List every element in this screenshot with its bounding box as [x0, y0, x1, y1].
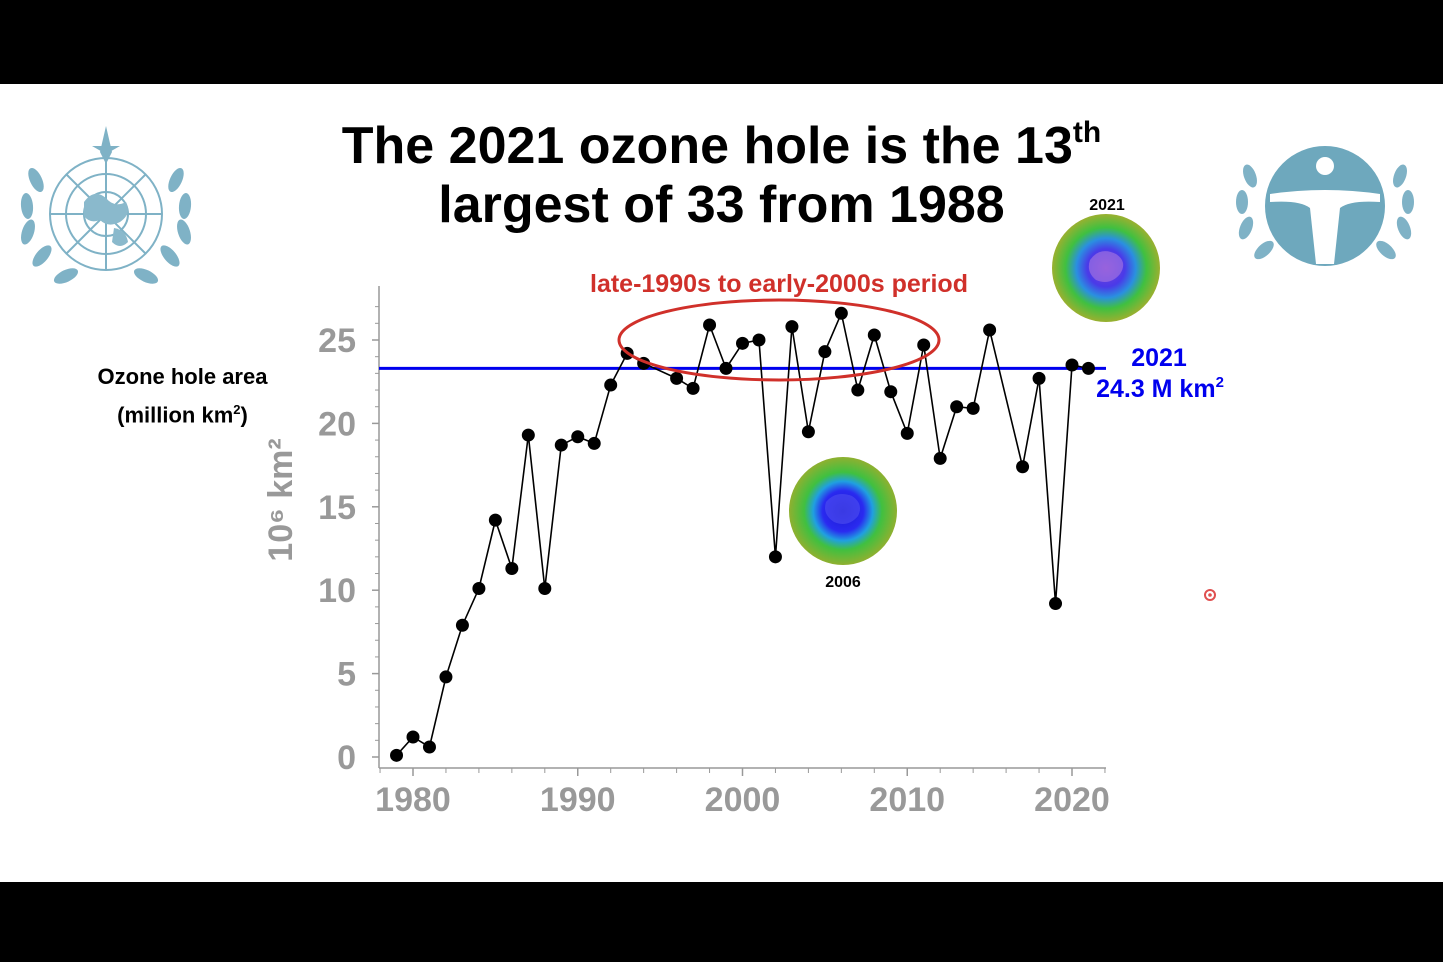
data-point-1987	[521, 428, 535, 442]
data-point-1996	[670, 371, 684, 385]
data-point-1981	[422, 740, 436, 754]
data-point-2018	[1032, 371, 1046, 385]
data-point-1979	[390, 748, 404, 762]
current-value-label: 24.3 M km2	[1096, 374, 1224, 403]
pointer-dot-center	[1208, 593, 1212, 597]
y-tick-label-20: 20	[318, 405, 356, 443]
period-ellipse	[617, 298, 941, 382]
ozone-chart: 0 5 10 15 20 25 1980 1990 2000 2010 2020 10⁶ km² la…	[262, 197, 1224, 819]
data-point-1988	[538, 582, 552, 596]
data-point-2005	[818, 345, 832, 359]
letterbox-bottom	[0, 882, 1443, 962]
data-point-1989	[554, 438, 568, 452]
title-line-1: The 2021 ozone hole is the 13th	[341, 116, 1102, 175]
data-point-2006	[834, 306, 848, 320]
data-point-2019	[1049, 597, 1063, 611]
antarctica-shape-2021	[1088, 251, 1124, 282]
data-point-2015	[983, 323, 997, 337]
data-point-2013	[950, 400, 964, 414]
data-point-1980	[406, 730, 420, 744]
data-point-2007	[851, 383, 865, 397]
map-2006-label: 2006	[825, 574, 861, 591]
unep-emblem-icon	[1236, 146, 1414, 266]
x-tick-label-1980: 1980	[375, 781, 451, 819]
data-point-2014	[966, 401, 980, 415]
pointer-dot	[1204, 589, 1216, 601]
data-point-2009	[884, 385, 898, 399]
y-tick-label-0: 0	[337, 739, 356, 777]
data-point-1991	[587, 436, 601, 450]
data-point-2011	[917, 338, 931, 352]
data-point-2003	[785, 320, 799, 334]
data-point-2000	[736, 336, 749, 350]
map-2021-label: 2021	[1089, 197, 1125, 214]
wmo-emblem-icon	[20, 126, 192, 284]
data-point-2012	[933, 451, 947, 465]
data-point-1983	[455, 618, 469, 632]
x-tick-label-2010: 2010	[869, 781, 945, 819]
data-point-2017	[1016, 460, 1030, 474]
slide: The 2021 ozone hole is the 13th largest …	[0, 84, 1443, 882]
period-label: late-1990s to early-2000s period	[590, 270, 968, 298]
data-point-2010	[900, 426, 914, 440]
y-tick-label-15: 15	[318, 489, 356, 527]
data-point-2001	[752, 333, 766, 347]
current-year-label: 2021	[1131, 344, 1187, 372]
letterbox-top	[0, 0, 1443, 84]
side-label-line-1: Ozone hole area	[97, 364, 268, 389]
data-point-2008	[867, 328, 881, 342]
y-tick-label-5: 5	[337, 656, 356, 694]
title-superscript: th	[1072, 116, 1102, 149]
y-axis-title: 10⁶ km²	[262, 438, 300, 561]
x-tick-label-2020: 2020	[1034, 781, 1110, 819]
x-tick-label-1990: 1990	[540, 781, 616, 819]
antarctica-shape-2006	[825, 494, 860, 524]
data-point-1984	[472, 582, 486, 596]
data-point-1986	[505, 562, 519, 576]
data-point-1992	[604, 378, 618, 392]
data-point-1999	[719, 361, 733, 375]
data-point-1998	[703, 318, 717, 332]
data-point-1985	[488, 513, 502, 527]
data-point-1982	[439, 670, 453, 684]
data-point-2021	[1081, 361, 1095, 375]
data-point-1990	[571, 430, 585, 444]
data-point-2020	[1065, 358, 1079, 372]
data-point-1997	[686, 381, 700, 395]
side-label-line-2: (million km2)	[117, 402, 248, 428]
data-point-2002	[768, 550, 782, 564]
data-point-2004	[801, 425, 815, 439]
y-tick-label-10: 10	[318, 572, 356, 610]
y-tick-label-25: 25	[318, 322, 356, 360]
title-line-2: largest of 33 from 1988	[438, 176, 1005, 234]
x-tick-label-2000: 2000	[705, 781, 781, 819]
side-axis-label: Ozone hole area (million km2)	[70, 360, 295, 431]
